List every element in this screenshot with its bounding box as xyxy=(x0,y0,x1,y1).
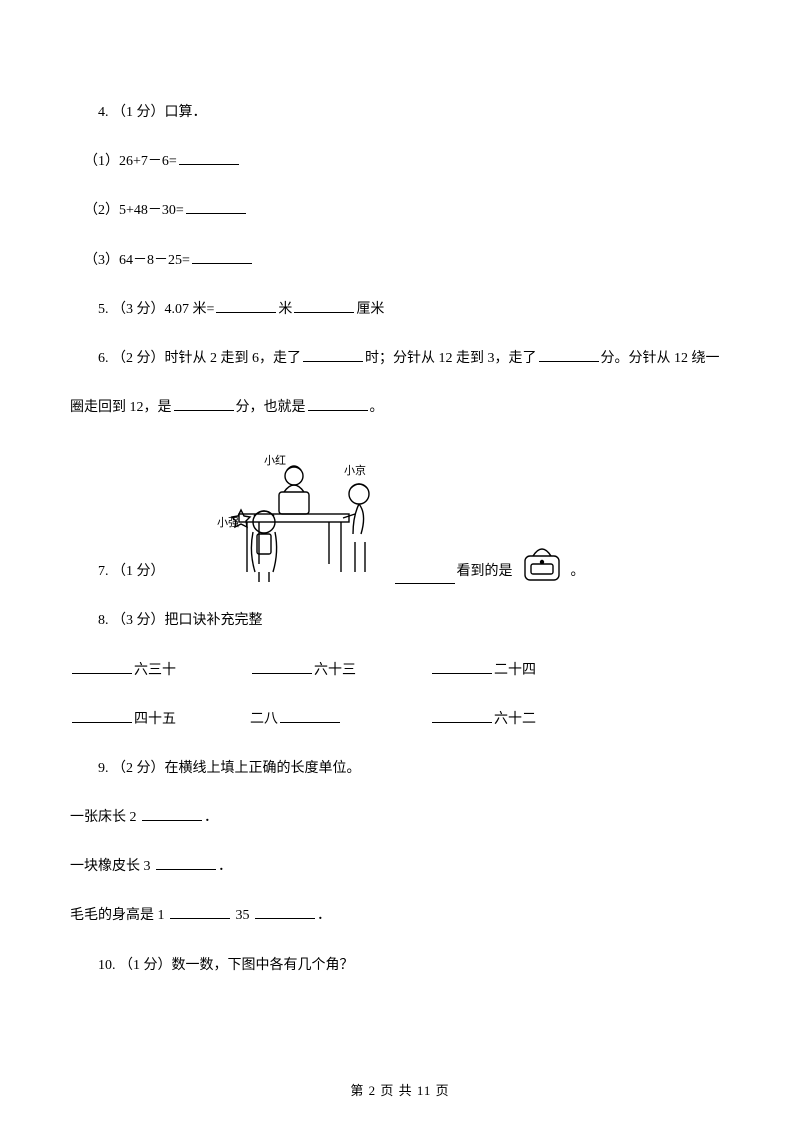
footer-c: 页 xyxy=(431,1083,449,1098)
q8-r1-t1: 六三十 xyxy=(134,658,176,683)
q9-l2a: 一块橡皮长 3 xyxy=(70,859,154,874)
q4-item-1: （1）26+7－6= xyxy=(70,149,730,174)
page-content: 4. （1 分）口算． （1）26+7－6= （2）5+48－30= （3）64… xyxy=(70,100,730,978)
footer-total: 11 xyxy=(417,1083,432,1098)
q6-p3: 分。分针从 12 绕一 xyxy=(601,351,720,366)
q9-l2b: ． xyxy=(218,859,232,874)
label-xiaoqiang: 小强 xyxy=(217,516,239,529)
q10-line: 10. （1 分）数一数，下图中各有几个角？ xyxy=(70,953,730,978)
q8-r2-b3[interactable] xyxy=(432,707,492,722)
footer-a: 第 xyxy=(350,1083,368,1098)
q9-blank-2[interactable] xyxy=(156,855,216,870)
q9-l3b: ． xyxy=(317,908,331,923)
label-xiaohong: 小红 xyxy=(264,454,286,467)
q5-blank-2[interactable] xyxy=(294,297,354,312)
q8-r2-t1: 四十五 xyxy=(134,707,176,732)
q8-r1-t2: 六十三 xyxy=(314,658,356,683)
q9-l1b: ． xyxy=(204,810,218,825)
q9-blank-3[interactable] xyxy=(170,904,230,919)
q9-header: 9. （2 分）在横线上填上正确的长度单位。 xyxy=(70,756,730,781)
q8-row2: 四十五 二八 六十二 xyxy=(70,707,730,732)
q6-p1: 6. （2 分）时针从 2 走到 6，走了 xyxy=(98,351,301,366)
q6-p2: 时；分针从 12 走到 3，走了 xyxy=(365,351,537,366)
q8-row1: 六三十 六十三 二十四 xyxy=(70,658,730,683)
q6-l2a: 圈走回到 12，是 xyxy=(70,400,172,415)
q8-r1-b2[interactable] xyxy=(252,658,312,673)
q7-end: 。 xyxy=(571,559,585,584)
q6-l2b: 分，也就是 xyxy=(236,400,306,415)
q7-mid: 看到的是 xyxy=(457,559,513,584)
q5-prefix: 5. （3 分）4.07 米= xyxy=(98,302,214,317)
q4-item-3: （3）64－8－25= xyxy=(70,248,730,273)
q4-item-3-text: （3）64－8－25= xyxy=(84,253,190,268)
q9-l3mid: 35 xyxy=(232,908,253,923)
q9-blank-1[interactable] xyxy=(142,806,202,821)
q8-r2-t2: 二八 xyxy=(250,707,278,732)
q6-line1: 6. （2 分）时针从 2 走到 6，走了 时；分针从 12 走到 3，走了 分。分… xyxy=(70,346,730,371)
q6-blank-2[interactable] xyxy=(539,347,599,362)
q9-l1: 一张床长 2 ． xyxy=(70,805,730,830)
q7-prefix: 7. （1 分） xyxy=(70,559,165,584)
q4-item-2-text: （2）5+48－30= xyxy=(84,203,184,218)
q8-header: 8. （3 分）把口诀补充完整 xyxy=(70,608,730,633)
q6-l2c: 。 xyxy=(370,400,384,415)
q7-bag-icon xyxy=(517,544,567,584)
q4-blank-3[interactable] xyxy=(192,248,252,263)
q8-r2-t3: 六十二 xyxy=(494,707,536,732)
q4-blank-2[interactable] xyxy=(186,199,246,214)
q9-l1a: 一张床长 2 xyxy=(70,810,140,825)
footer-page: 2 xyxy=(369,1083,377,1098)
q9-l3: 毛毛的身高是 1 35 ． xyxy=(70,903,730,928)
q4-item-2: （2）5+48－30= xyxy=(70,198,730,223)
q8-r2-b1[interactable] xyxy=(72,707,132,722)
q9-l3a: 毛毛的身高是 1 xyxy=(70,908,168,923)
q7-line: 7. （1 分） xyxy=(70,444,730,584)
q5-blank-1[interactable] xyxy=(216,297,276,312)
q4-header: 4. （1 分）口算． xyxy=(70,100,730,125)
q4-item-1-text: （1）26+7－6= xyxy=(84,154,177,169)
footer-b: 页 共 xyxy=(376,1083,417,1098)
q6-blank-4[interactable] xyxy=(308,396,368,411)
q7-illustration: 小红 小京 小强 xyxy=(169,444,389,584)
q8-r1-t3: 二十四 xyxy=(494,658,536,683)
page-footer: 第 2 页 共 11 页 xyxy=(0,1079,800,1102)
q4-blank-1[interactable] xyxy=(179,150,239,165)
q8-r1-b1[interactable] xyxy=(72,658,132,673)
q6-line2: 圈走回到 12，是 分，也就是 。 xyxy=(70,395,730,420)
q6-blank-3[interactable] xyxy=(174,396,234,411)
q9-blank-4[interactable] xyxy=(255,904,315,919)
label-xiaojing: 小京 xyxy=(344,463,366,477)
q8-r2-b2[interactable] xyxy=(280,707,340,722)
q5-mid1: 米 xyxy=(278,302,292,317)
q6-blank-1[interactable] xyxy=(303,347,363,362)
q9-l2: 一块橡皮长 3 ． xyxy=(70,854,730,879)
q8-r1-b3[interactable] xyxy=(432,658,492,673)
q5-line: 5. （3 分）4.07 米= 米 厘米 xyxy=(70,297,730,322)
q7-blank-1[interactable] xyxy=(395,569,455,584)
q5-mid2: 厘米 xyxy=(356,302,384,317)
